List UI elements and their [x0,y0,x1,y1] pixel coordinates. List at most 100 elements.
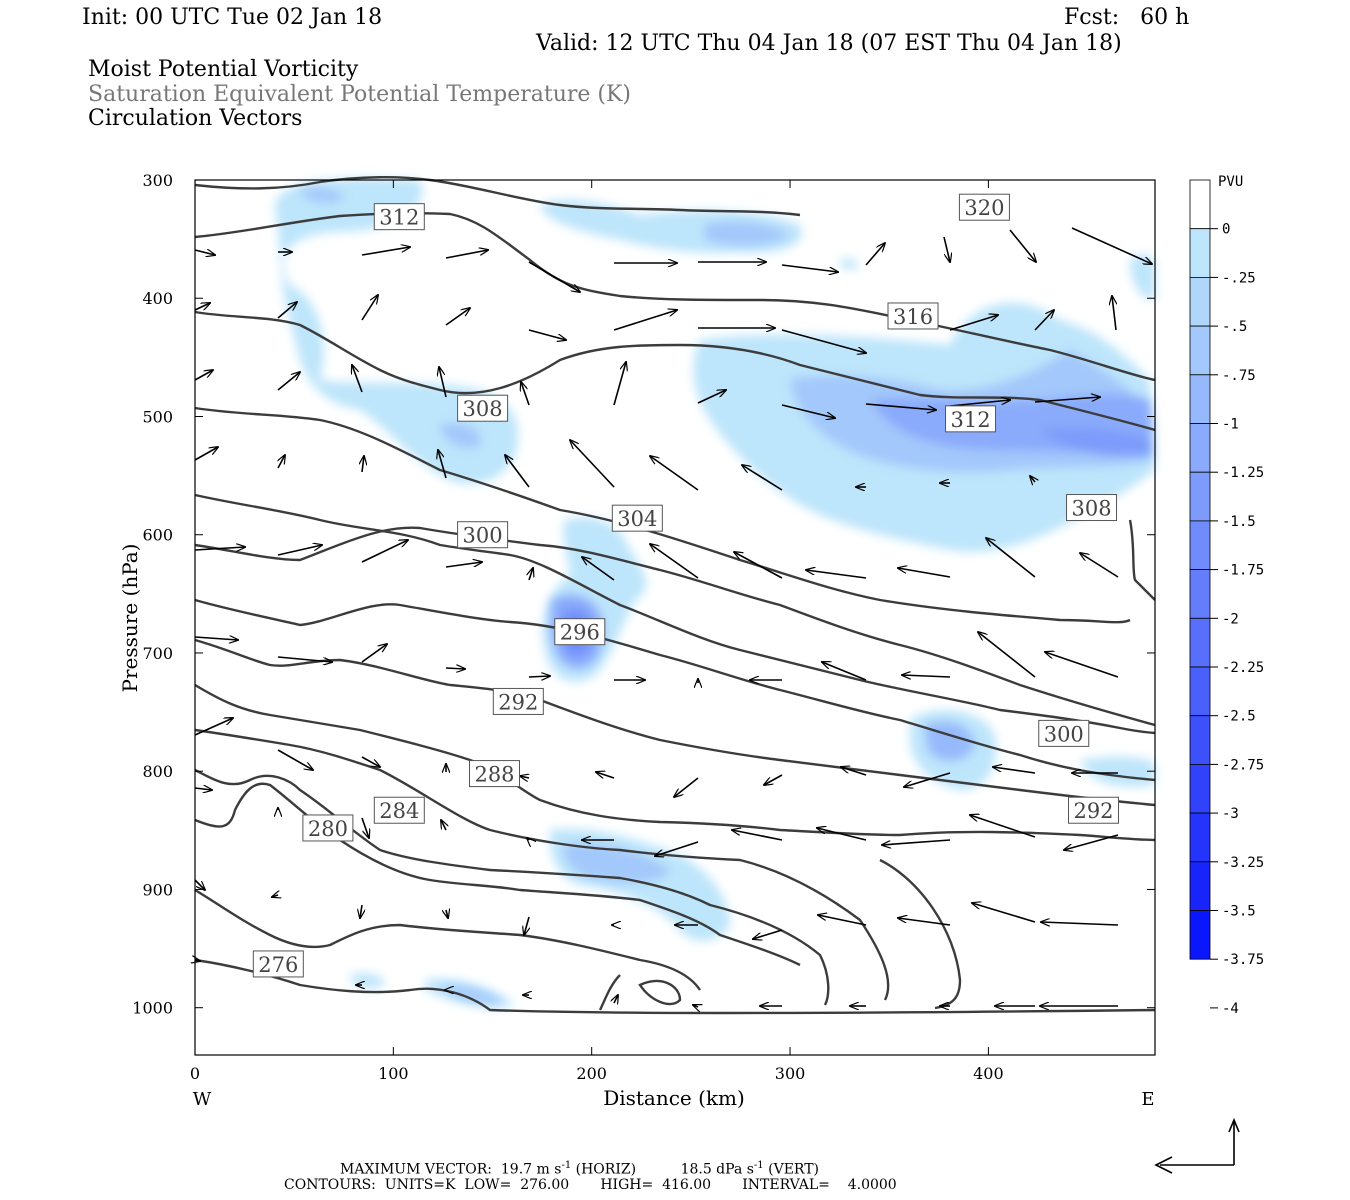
reference-vector [1154,1117,1240,1174]
x-tick-label: 100 [378,1064,409,1083]
pv-colorbar: 0 -.25 -.5 -.75 -1 -1.25 -1.5 -1.75 -2 -2.25 -2.5 -… [1189,179,1264,1017]
contour-label: 316 [887,302,939,330]
wind-vector [445,250,488,259]
contour-label: 312 [945,405,997,433]
colorbar-label: -1.25 [1222,465,1264,481]
svg-text:312: 312 [950,408,990,432]
wind-vector [986,538,1036,578]
x-axis-title: Distance (km) [603,1086,745,1110]
colorbar-label: -3.5 [1222,904,1256,920]
wind-vector [781,404,835,418]
wind-vector [904,772,951,787]
x-tick-label: 300 [775,1064,806,1083]
x-tick-label: 400 [973,1064,1004,1083]
wind-vector [1034,397,1100,403]
wind-vector [361,817,369,838]
colorbar-swatch [1189,276,1211,327]
contour-label: 280 [302,814,354,842]
wind-vector [194,879,205,890]
wind-vector [898,918,951,926]
y-tick-label: 800 [142,762,173,781]
wind-vector [272,895,278,897]
wind-vector [1071,227,1152,264]
wind-vector [781,264,838,272]
wind-vector [361,247,410,256]
colorbar-swatch [1189,423,1211,473]
contour-labels: 312 320 316 308 312 308 304 300 296 292 300 288 284 2… [252,193,1120,978]
colorbar-swatch [1189,471,1211,522]
wind-vector [361,295,378,321]
contour-label: 300 [457,521,509,549]
svg-text:280: 280 [308,817,348,841]
wind-vector [1045,652,1119,678]
wind-vector [1080,553,1119,578]
colorbar-swatch [1189,569,1211,619]
colorbar-swatch [1189,228,1211,278]
wind-vector [527,838,529,840]
contour-label: 288 [469,760,521,788]
wind-vector [902,675,951,677]
wind-vector [943,236,950,262]
contour-label: 308 [457,394,509,422]
wind-vector [753,929,783,939]
wind-vector [194,547,245,550]
svg-text:312: 312 [379,206,419,230]
colorbar-label: -2.25 [1222,660,1264,676]
wind-vector [528,329,566,340]
wind-vector [734,552,783,579]
colorbar-label: -4 [1222,1001,1239,1017]
colorbar-swatch [1189,374,1211,424]
svg-text:292: 292 [498,690,538,714]
svg-text:300: 300 [463,524,503,548]
wind-vector [445,308,470,326]
wind-vector [614,995,618,1003]
y-tick-label: 500 [142,407,173,426]
colorbar-label: -.25 [1222,270,1256,286]
colorbar-label: -1.75 [1222,563,1264,579]
forecast-hour: Fcst: 60 h [1064,5,1190,30]
y-tick-label: 700 [142,644,173,663]
svg-text:320: 320 [964,196,1004,220]
wind-vector [277,656,332,662]
contour-label: 284 [373,796,425,824]
circulation-vectors [194,227,1152,1007]
wind-vector [806,570,867,579]
wind-vector [817,828,867,841]
colorbar-label: 0 [1222,222,1230,238]
wind-vector [613,310,677,331]
wind-vector [361,756,380,767]
wind-vector [949,400,1010,407]
wind-vector [1030,476,1035,482]
wind-vector [360,904,362,918]
wind-vector [582,557,615,581]
contour-info: CONTOURS: UNITS=K LOW= 276.00 HIGH= 416.… [284,1177,897,1193]
wind-vector [361,644,387,663]
wind-vector [1009,229,1036,262]
colorbar-label: -.5 [1222,319,1247,335]
wind-vector [818,915,867,926]
colorbar-swatch [1189,715,1211,765]
colorbar-label: -2 [1222,611,1239,627]
west-label: W [193,1089,212,1110]
max-vector-line: MAXIMUM VECTOR: 19.7 m s-1 (HORIZ) 18.5 … [340,1160,820,1178]
contour-label: 296 [554,618,606,646]
wind-vector [362,456,364,473]
colorbar-swatch [1189,910,1211,960]
field-title-1: Moist Potential Vorticity [88,57,359,82]
wind-vector [764,774,783,785]
svg-text:300: 300 [1044,722,1084,746]
y-tick-label: 1000 [132,999,173,1018]
pv-shading [275,178,1155,1008]
wind-vector [194,370,213,381]
colorbar-swatch [1189,812,1211,863]
wind-vector [596,772,615,779]
wind-vector [524,916,529,935]
init-time: Init: 00 UTC Tue 02 Jan 18 [82,5,383,30]
colorbar-label: -3 [1222,806,1239,822]
wind-vector [520,776,529,778]
wind-vector [1112,296,1116,331]
x-tick-label: 200 [576,1064,607,1083]
wind-vector [441,820,446,831]
wind-vector [882,839,951,845]
